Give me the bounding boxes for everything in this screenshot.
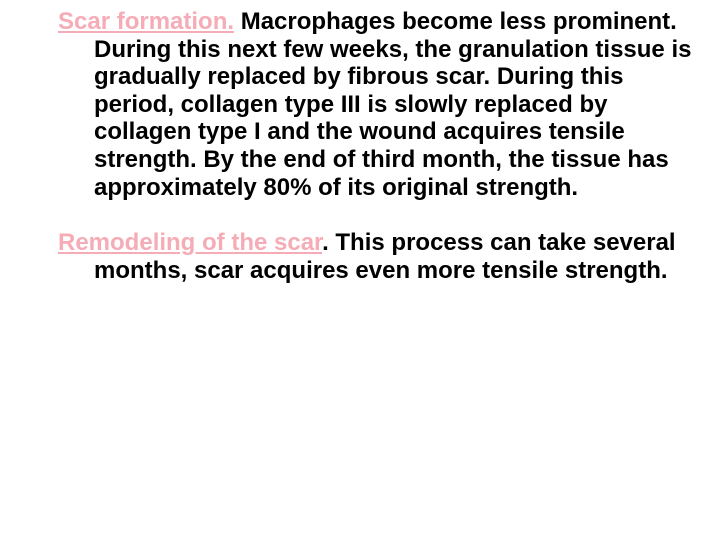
paragraph-scar-formation: Scar formation. Macrophages become less … — [58, 8, 696, 201]
paragraph-remodeling: Remodeling of the scar. This process can… — [58, 229, 696, 284]
heading-scar-formation: Scar formation. — [58, 8, 234, 35]
body-scar-formation: Macrophages become less prominent. Durin… — [94, 8, 691, 201]
slide: Scar formation. Macrophages become less … — [0, 0, 720, 540]
heading-remodeling: Remodeling of the scar — [58, 229, 322, 256]
